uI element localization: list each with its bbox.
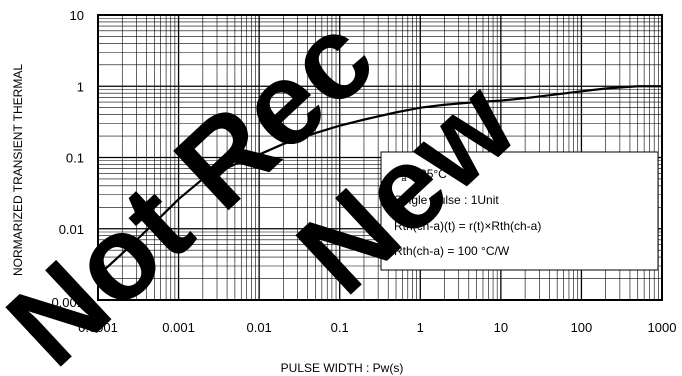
x-tick-labels: 0.0001 0.001 0.01 0.1 1 10 100 1000 [78,320,676,335]
annotation-line-1: Ta = 25°C [394,167,447,183]
x-tick-label: 0.001 [162,320,195,335]
series-line [97,85,662,277]
y-tick-label: 1 [77,79,84,94]
x-tick-label: 0.0001 [78,320,118,335]
plot-frame [97,14,663,301]
y-axis-title: NORMARIZED TRANSIENT THERMAL [11,64,25,276]
x-tick-label: 1 [417,320,424,335]
x-tick-label: 0.01 [246,320,271,335]
x-tick-label: 100 [571,320,593,335]
annotation-box: Ta = 25°C Single Pulse : 1Unit Rth(ch-a)… [380,151,659,271]
y-tick-label: 0.001 [51,295,84,310]
x-axis-title: PULSE WIDTH : Pw(s) [281,361,404,375]
y-tick-label: 10 [70,8,84,23]
annotation-line-3: Rth(ch-a)(t) = r(t)×Rth(ch-a) [394,219,541,233]
y-tick-labels: 10 1 0.1 0.01 0.001 [51,8,84,310]
annotation-line-2: Single Pulse : 1Unit [394,193,499,207]
annotation-background [380,151,659,271]
x-tick-label: 1000 [648,320,677,335]
annotation-line-4: Rth(ch-a) = 100 °C/W [394,244,510,258]
y-tick-label: 0.01 [59,222,84,237]
x-tick-label: 10 [494,320,508,335]
x-tick-label: 0.1 [331,320,349,335]
y-tick-label: 0.1 [66,151,84,166]
